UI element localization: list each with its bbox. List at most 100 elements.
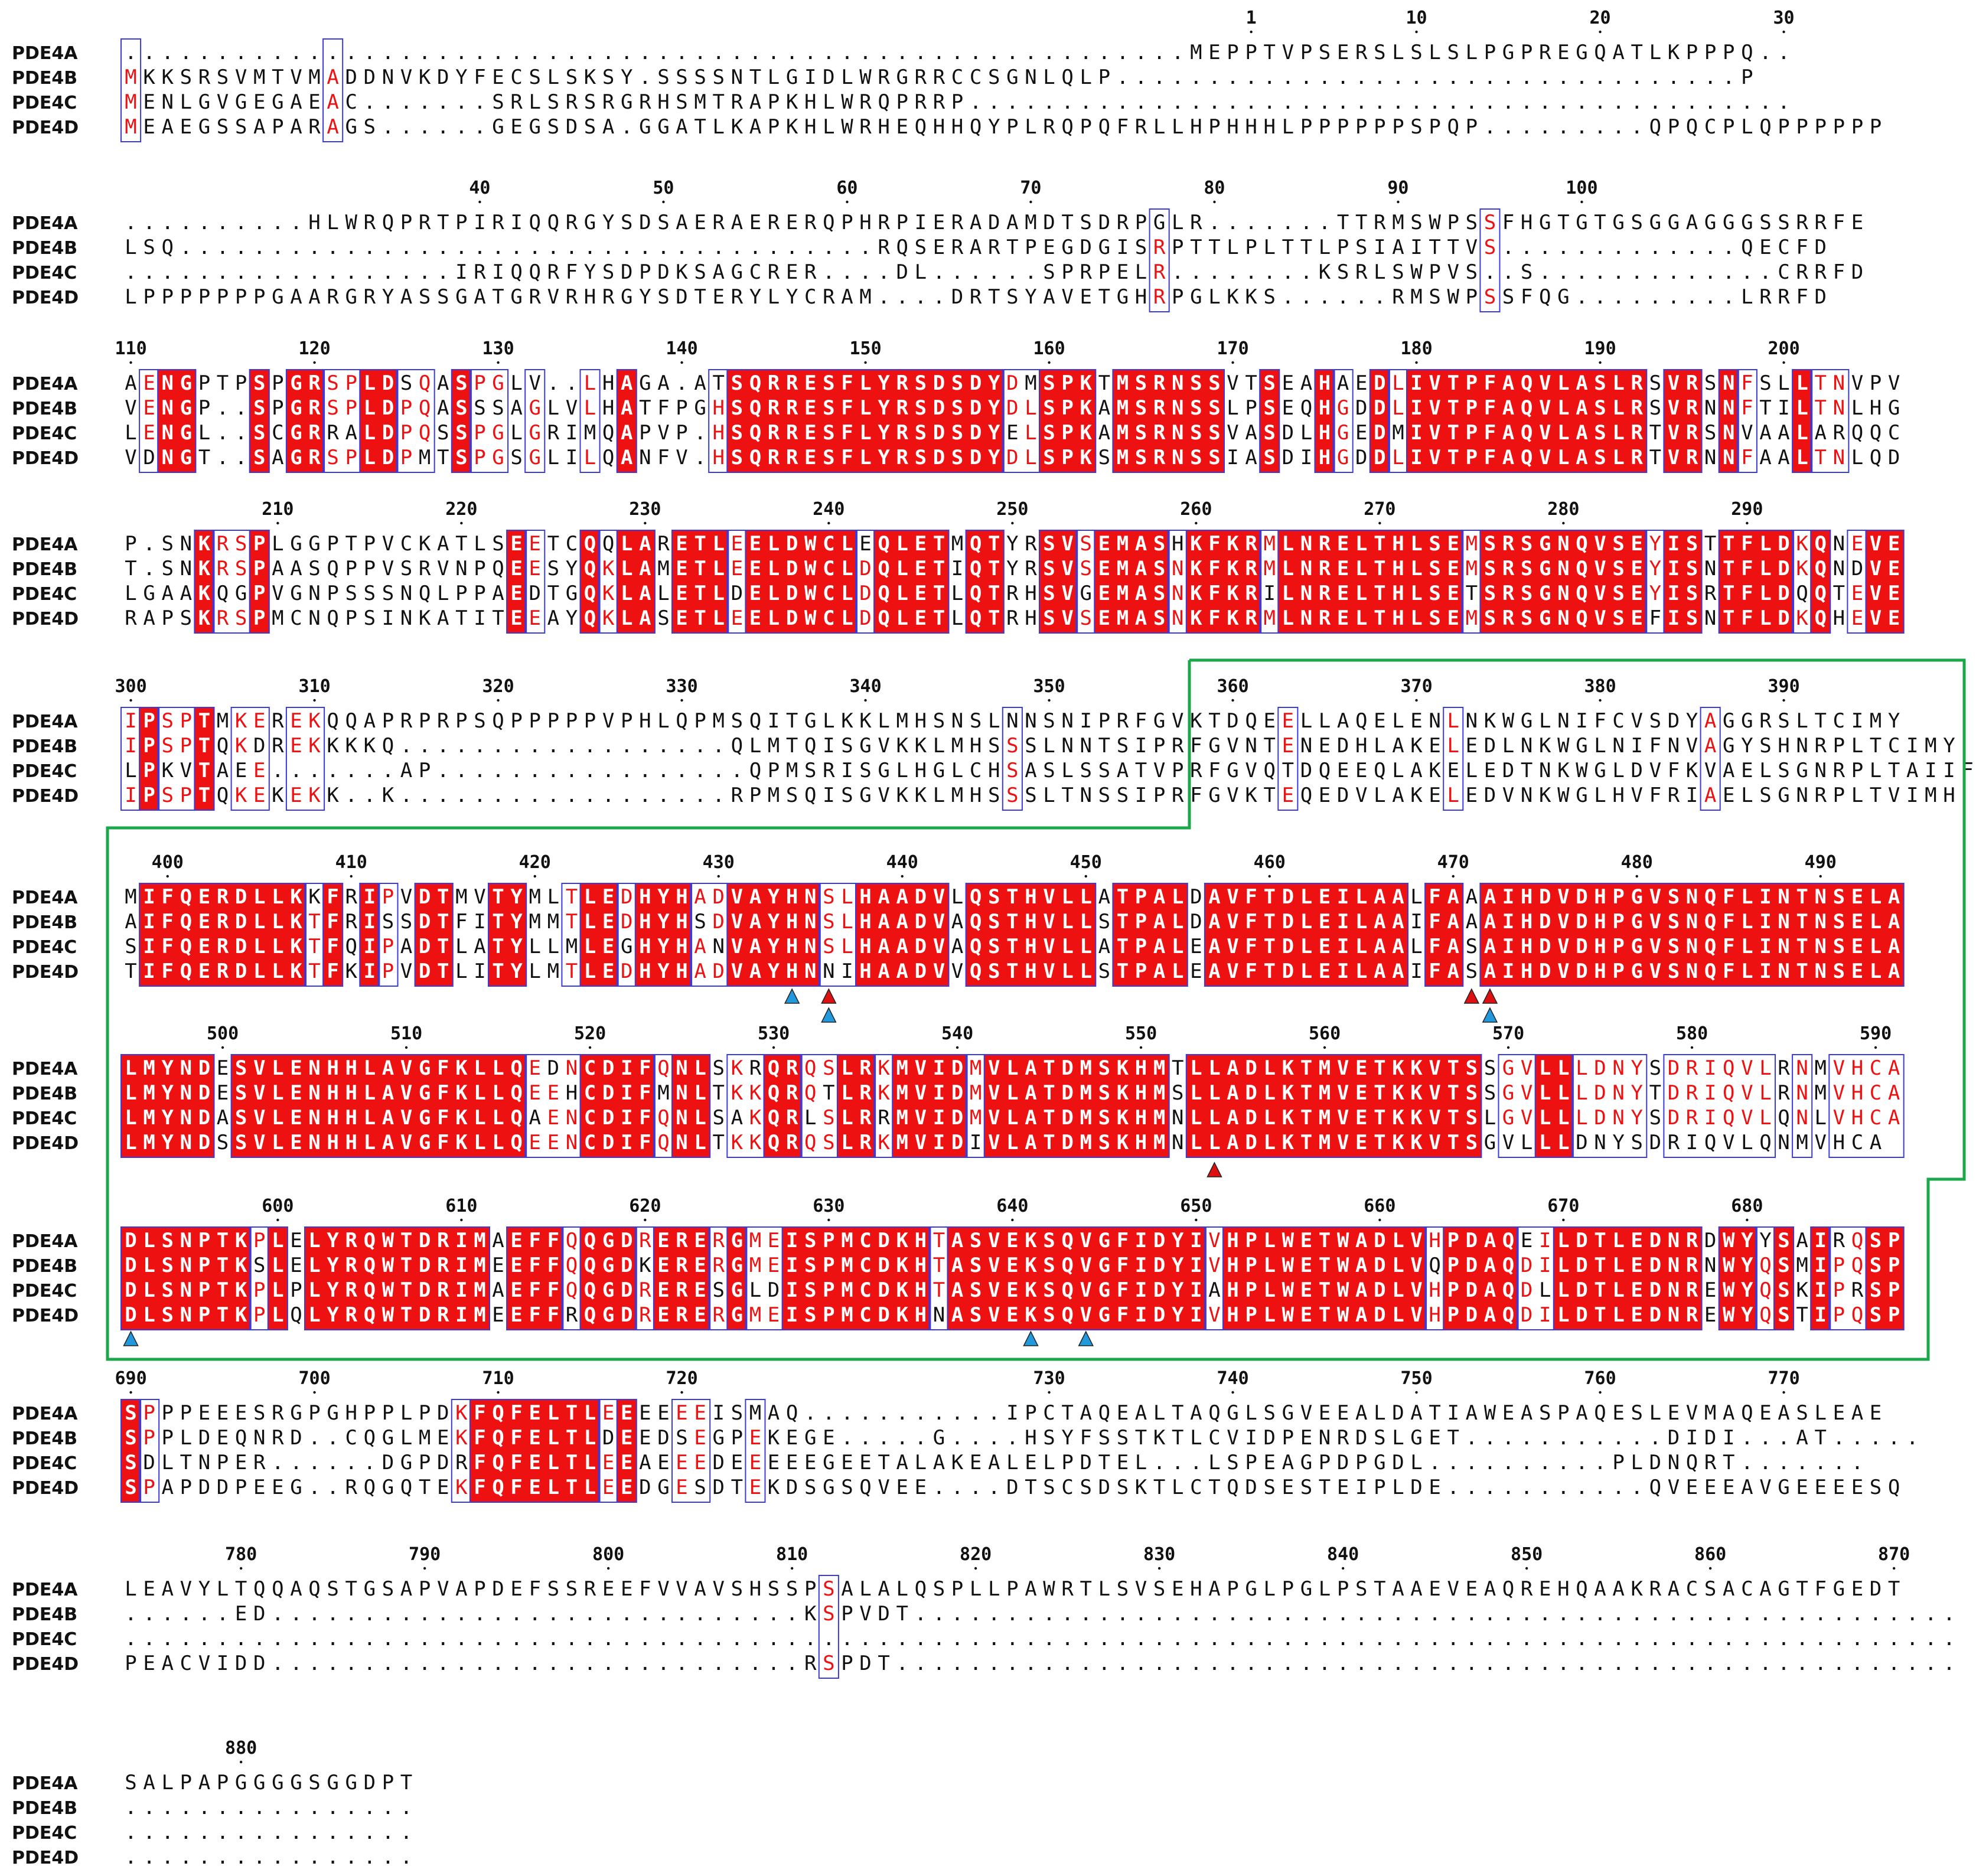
similarity-frame [469, 1399, 601, 1503]
sequence-name: PDE4C [12, 263, 77, 283]
identity-box [323, 883, 343, 986]
similarity-frame [1792, 369, 1813, 473]
identity-box [672, 530, 729, 633]
similarity-frame [745, 530, 858, 634]
alignment-block: 600 610 620 630 640 650 660 670 680 PDE4A D L S N P T K P… [12, 1196, 1905, 1330]
position-number: 20 [1589, 8, 1610, 28]
residue-marker-blue-icon [123, 1330, 139, 1346]
position-tick [497, 361, 500, 364]
alignment-block: 1 10 20 30 PDE4A............................… [12, 8, 1882, 142]
position-number: 200 [1768, 338, 1799, 359]
identity-box [1811, 1227, 1831, 1330]
catalytic-domain-outline [106, 658, 1966, 1361]
alignment-block: 300 310 320 330 340 350 360 370 380 390 PDE4A I P S P T… [12, 676, 1974, 811]
position-number: 140 [666, 338, 697, 359]
identity-box [892, 1055, 967, 1157]
position-tick [1084, 875, 1087, 878]
similarity-frame [836, 1054, 876, 1158]
position-number: 60 [836, 178, 857, 198]
position-tick [1341, 1567, 1345, 1570]
sequence-name: PDE4B [12, 238, 77, 259]
position-number: 330 [666, 676, 697, 697]
similarity-frame [524, 369, 546, 473]
position-tick [790, 1567, 794, 1570]
similarity-frame [579, 530, 601, 634]
position-number: 370 [1400, 676, 1432, 697]
sequence-name: PDE4A [12, 1773, 78, 1794]
identity-box [249, 370, 269, 472]
alignment-block: 40 50 60 70 80 90 100 PDE4A .......... H L W R Q P R T P I… [12, 178, 1863, 312]
position-number: 600 [262, 1196, 294, 1216]
sequence-name: PDE4A [12, 213, 78, 234]
sequence-name: PDE4B [12, 1256, 77, 1277]
position-number: 280 [1547, 499, 1579, 520]
sequence-name: PDE4B [12, 1428, 77, 1449]
position-tick [1213, 200, 1216, 204]
position-number: 130 [482, 338, 514, 359]
sequence-name: PDE4A [12, 1580, 78, 1600]
position-tick [1415, 361, 1418, 364]
similarity-frame [1222, 1226, 1427, 1330]
position-number: 850 [1511, 1544, 1543, 1565]
sequence-name: PDE4D [12, 609, 79, 629]
similarity-frame [1185, 1054, 1482, 1158]
identity-box [1113, 370, 1224, 472]
position-number: 210 [262, 499, 294, 520]
similarity-frame [1553, 1226, 1703, 1330]
alignment-block: 780 790 800 810 820 830 840 850 860 870 PDE4A L E A V Y… [12, 1544, 1955, 1679]
similarity-frame [1792, 1054, 1813, 1158]
sequence-name: PDE4B [12, 559, 77, 580]
residue-marker-red-icon [1482, 988, 1498, 1004]
position-tick [644, 1218, 647, 1222]
identity-box [1719, 370, 1739, 472]
position-number: 730 [1033, 1368, 1065, 1389]
identity-box [837, 1055, 876, 1157]
position-tick [1452, 875, 1455, 878]
identity-box [194, 707, 214, 810]
similarity-frame [1112, 369, 1225, 473]
identity-box [305, 1227, 490, 1330]
position-tick [1415, 30, 1418, 34]
similarity-frame [965, 883, 1097, 987]
position-tick [1819, 875, 1822, 878]
similarity-frame [1185, 530, 1262, 634]
identity-box [1553, 1227, 1702, 1330]
similarity-frame [359, 883, 380, 987]
position-number: 50 [653, 178, 674, 198]
position-number: 470 [1437, 852, 1469, 873]
position-tick [1397, 200, 1400, 204]
position-tick [680, 699, 683, 702]
position-tick [1231, 699, 1234, 702]
sequence-name: PDE4D [12, 118, 79, 138]
sequence-name: PDE4D [12, 1654, 79, 1675]
residue-marker-blue-icon [784, 988, 800, 1004]
identity-box [1186, 1055, 1482, 1157]
identity-box [874, 530, 949, 633]
residue-marker-red-icon [821, 988, 837, 1004]
position-number: 530 [758, 1023, 790, 1044]
identity-box [617, 1399, 637, 1502]
position-number: 670 [1547, 1196, 1579, 1216]
similarity-frame [671, 1054, 711, 1158]
sequence-name: PDE4A [12, 374, 78, 394]
identity-box [286, 370, 325, 472]
position-tick [1635, 875, 1638, 878]
position-number: 690 [115, 1368, 146, 1389]
identity-box [1425, 883, 1463, 986]
position-number: 240 [813, 499, 844, 520]
position-number: 40 [469, 178, 490, 198]
sequence-name: PDE4B [12, 399, 77, 419]
position-number: 420 [519, 852, 551, 873]
sequence-name: PDE4C [12, 1823, 77, 1844]
identity-box [1480, 883, 1904, 986]
similarity-frame [1718, 1226, 1757, 1330]
